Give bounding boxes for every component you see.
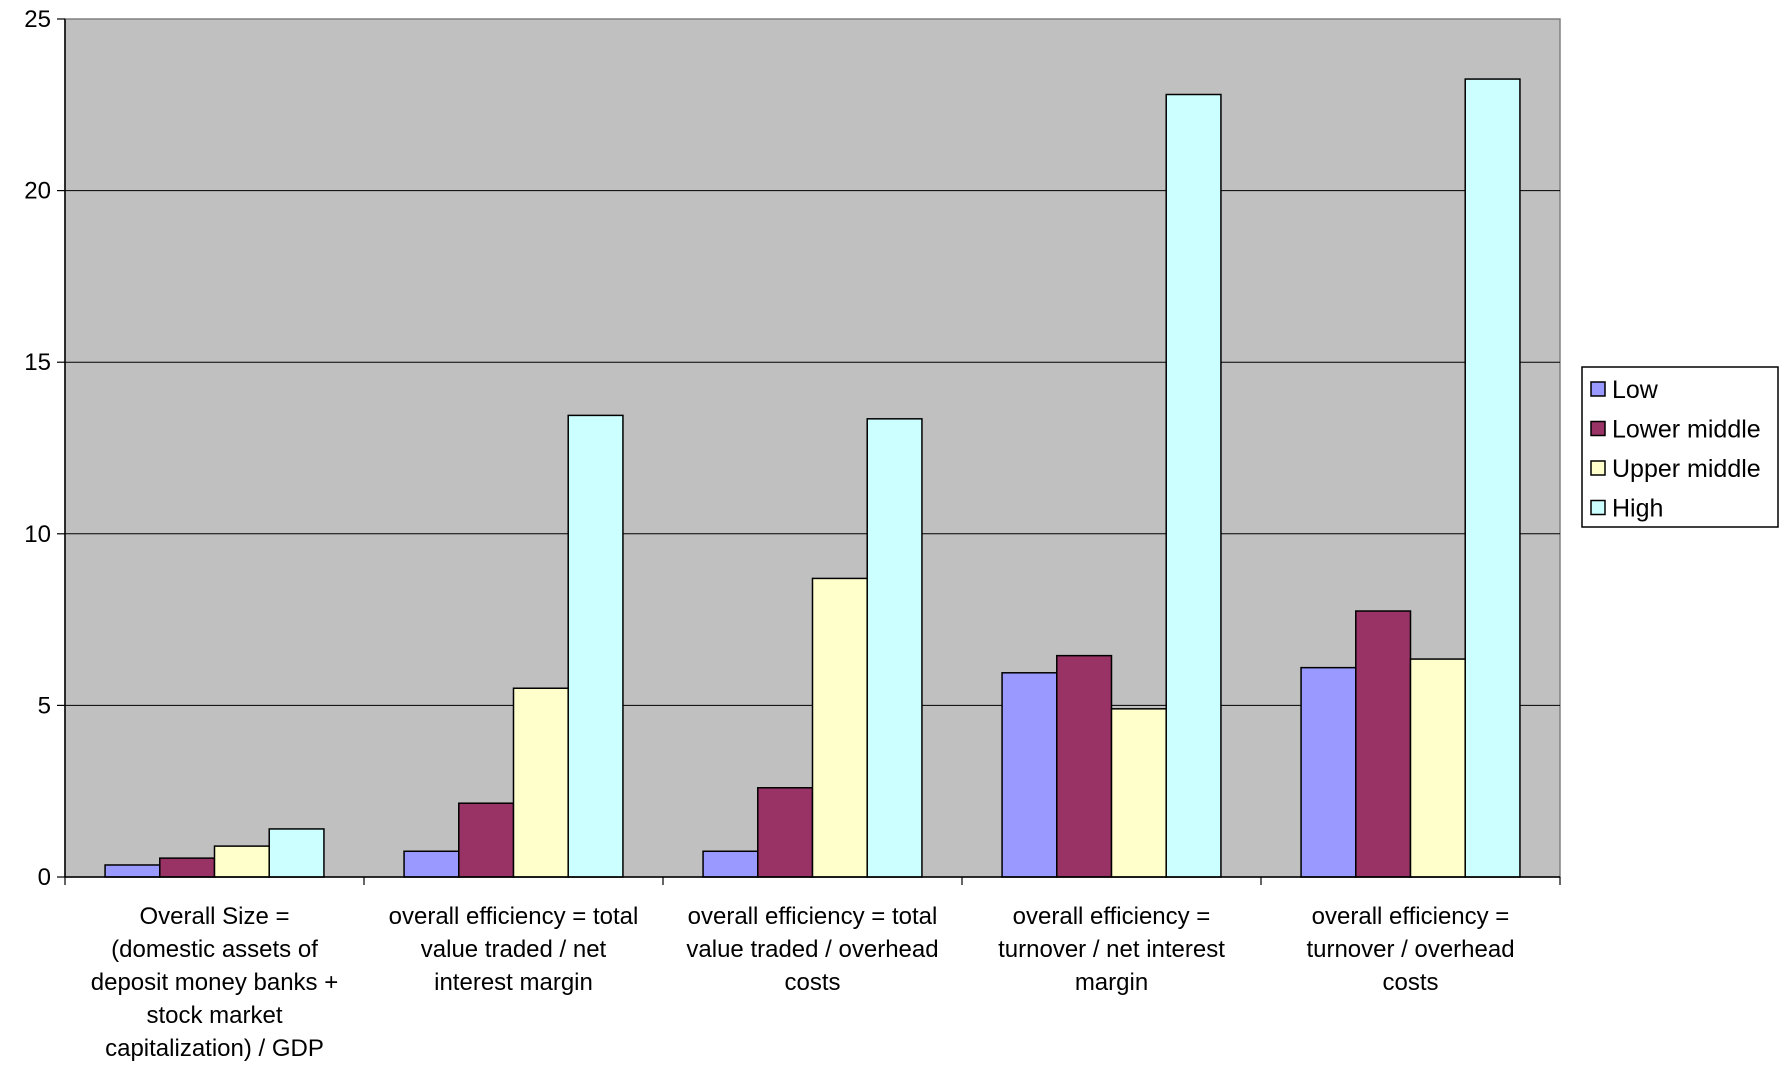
legend-label: Lower middle bbox=[1612, 416, 1761, 444]
bar bbox=[512, 687, 569, 878]
x-tick-label: Overall Size = (domestic assets of deposit… bbox=[91, 903, 339, 1062]
bar bbox=[1464, 78, 1521, 878]
x-tick-label: overall efficiency = total value traded /… bbox=[686, 903, 938, 996]
bars bbox=[104, 78, 1521, 878]
bar bbox=[866, 418, 923, 878]
bar bbox=[403, 850, 460, 878]
bar bbox=[268, 828, 325, 878]
x-tick-label: overall efficiency = total value traded /… bbox=[389, 903, 639, 996]
bar bbox=[811, 577, 868, 878]
legend: Low Lower middle Upper middle High bbox=[1581, 366, 1779, 528]
y-tick-label: 10 bbox=[24, 521, 51, 548]
bar bbox=[1110, 708, 1167, 878]
legend-swatch bbox=[1590, 499, 1606, 516]
x-tick-label: overall efficiency = turnover / net inter… bbox=[998, 903, 1225, 996]
y-axis: 0 5 10 15 20 25 bbox=[24, 6, 66, 891]
bar bbox=[213, 845, 270, 878]
y-tick-label: 20 bbox=[24, 178, 51, 205]
legend-label: Low bbox=[1612, 376, 1659, 404]
legend-swatch bbox=[1590, 381, 1606, 397]
y-tick-label: 25 bbox=[24, 6, 51, 33]
bar bbox=[458, 802, 515, 878]
y-tick-label: 5 bbox=[38, 692, 51, 719]
bar bbox=[159, 857, 216, 878]
bar bbox=[567, 414, 624, 878]
x-tick-label: overall efficiency = turnover / overhead c… bbox=[1306, 903, 1514, 996]
bar bbox=[1056, 654, 1113, 878]
x-axis: Overall Size = (domestic assets of deposit… bbox=[64, 876, 1561, 1062]
y-tick-label: 0 bbox=[38, 864, 51, 891]
bar bbox=[1355, 610, 1412, 878]
y-tick-label: 15 bbox=[24, 349, 51, 376]
bar bbox=[1409, 658, 1466, 878]
legend-swatch bbox=[1590, 460, 1606, 476]
bar bbox=[757, 787, 814, 878]
bar bbox=[1300, 666, 1357, 878]
series-lower-middle bbox=[159, 610, 1412, 878]
series-upper-middle bbox=[213, 577, 1466, 878]
bar bbox=[104, 864, 161, 878]
series-low bbox=[104, 666, 1357, 878]
bar bbox=[702, 850, 759, 878]
legend-label: Upper middle bbox=[1612, 455, 1761, 483]
legend-swatch bbox=[1590, 420, 1606, 437]
bar bbox=[1165, 93, 1222, 878]
legend-label: High bbox=[1612, 495, 1663, 523]
legend-box bbox=[1581, 366, 1779, 528]
bar bbox=[1001, 672, 1058, 878]
